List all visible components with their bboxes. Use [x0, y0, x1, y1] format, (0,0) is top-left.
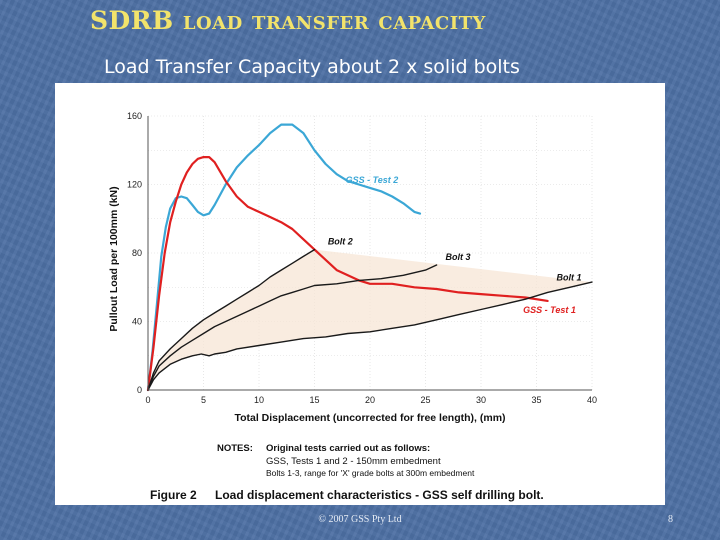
series-line-bolt-3 — [147, 264, 438, 391]
x-tick-label: 5 — [201, 395, 206, 405]
series-label: Bolt 3 — [445, 252, 470, 262]
y-tick-label: 40 — [132, 317, 142, 327]
x-tick-label: 10 — [254, 395, 264, 405]
y-tick-label: 120 — [127, 180, 142, 190]
chart-series — [146, 123, 593, 392]
y-tick-label: 160 — [127, 111, 142, 121]
x-tick-label: 40 — [587, 395, 597, 405]
x-tick-label: 30 — [476, 395, 486, 405]
y-tick-label: 80 — [132, 248, 142, 258]
chart-axes: 0 5 10 15 20 25 30 35 40 0 40 80 120 160 — [127, 111, 597, 405]
figure-caption: Load displacement characteristics - GSS … — [215, 488, 544, 502]
slide-title: SDRB load transfer capacity — [90, 6, 486, 35]
series-line-bolt-2 — [147, 248, 316, 391]
load-displacement-chart: 0 5 10 15 20 25 30 35 40 0 40 80 120 160 GSS - Test 2… — [108, 111, 597, 502]
series-line-gss-test-2 — [146, 123, 422, 392]
y-axis-label: Pullout Load per 100mm (kN) — [108, 186, 120, 331]
series-label: Bolt 1 — [556, 272, 581, 282]
figure-number: Figure 2 — [150, 488, 197, 502]
series-line-bolt-1 — [147, 281, 593, 391]
x-tick-label: 20 — [365, 395, 375, 405]
bolt-range-envelope — [148, 249, 592, 390]
series-label: GSS - Test 2 — [346, 175, 399, 185]
slide-subtitle: Load Transfer Capacity about 2 x solid b… — [104, 56, 520, 78]
x-tick-label: 25 — [420, 395, 430, 405]
y-tick-label: 0 — [137, 385, 142, 395]
notes-line: GSS, Tests 1 and 2 - 150mm embedment — [266, 456, 441, 467]
notes-header: NOTES: — [217, 443, 253, 454]
x-axis-label: Total Displacement (uncorrected for free… — [234, 412, 505, 424]
notes-line: Original tests carried out as follows: — [266, 443, 430, 454]
x-tick-label: 15 — [309, 395, 319, 405]
x-tick-label: 0 — [145, 395, 150, 405]
notes-line: Bolts 1-3, range for 'X' grade bolts at … — [266, 468, 475, 478]
series-label: Bolt 2 — [328, 236, 353, 246]
figure-panel: 0 5 10 15 20 25 30 35 40 0 40 80 120 160 GSS - Test 2… — [55, 83, 665, 505]
series-line-gss-test-1 — [146, 156, 549, 392]
series-label: GSS - Test 1 — [523, 305, 576, 315]
x-tick-label: 35 — [531, 395, 541, 405]
series-labels: GSS - Test 2 GSS - Test 1 Bolt 2 Bolt 3 Bolt… — [328, 175, 582, 315]
page-number: 8 — [668, 514, 673, 525]
footer-copyright: © 2007 GSS Pty Ltd — [318, 514, 402, 525]
